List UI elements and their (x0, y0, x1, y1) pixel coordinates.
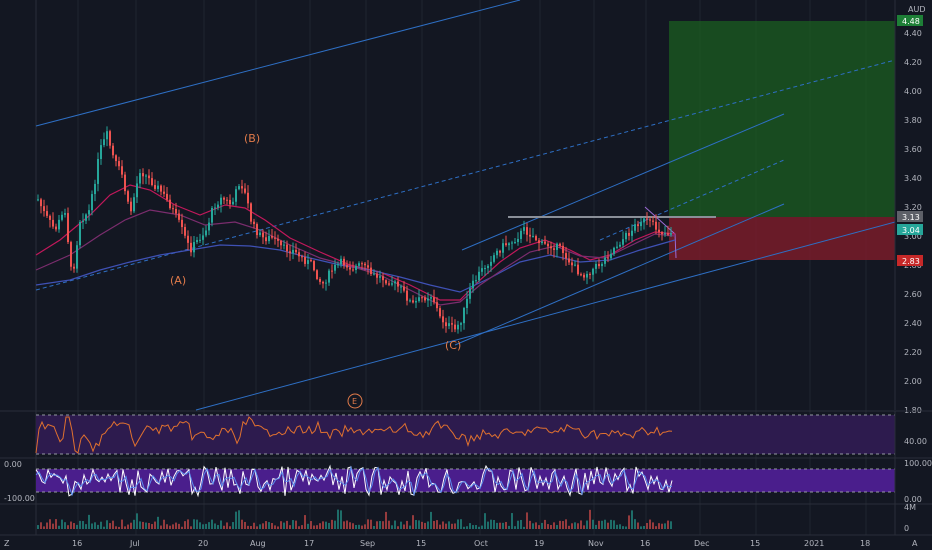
price-tick: 2.20 (904, 348, 922, 357)
current-price-badge-text: 3.04 (902, 226, 920, 235)
time-tick: Oct (474, 539, 488, 548)
time-tick: Jul (129, 539, 140, 548)
zoom-button[interactable]: Z (4, 539, 10, 548)
price-tick: 3.80 (904, 116, 922, 125)
rising-channel-top (461, 113, 785, 251)
price-tick: 3.60 (904, 145, 922, 154)
stoch-k-line (35, 464, 673, 498)
rising-channel-mid (599, 159, 785, 241)
target-badge-text: 4.48 (902, 17, 920, 26)
price-tick: 4.40 (904, 29, 922, 38)
time-axis[interactable]: 16 Jul 20 Aug 17 Sep 15 Oct 19 Nov 16 Dec 15 2021 18 (0, 534, 932, 548)
rising-channel-bottom (454, 203, 785, 346)
time-tick: Aug (250, 539, 266, 548)
candlestick-series (37, 126, 672, 334)
target-badge (897, 15, 923, 26)
time-tick: Sep (360, 539, 375, 548)
rsi-tick: 40.00 (904, 437, 927, 446)
time-tick: 19 (534, 539, 544, 548)
current-price-badge (897, 224, 923, 235)
event-marker-label: E (352, 397, 357, 406)
stop-badge (897, 255, 923, 266)
event-marker[interactable] (347, 393, 363, 409)
wave-label-c: (C) (445, 339, 461, 352)
price-tick: 3.00 (904, 232, 922, 241)
time-tick: Nov (588, 539, 604, 548)
stoch-right-bottom-tick: 0.00 (904, 495, 922, 504)
stop-badge-text: 2.83 (902, 257, 920, 266)
price-tick: 2.60 (904, 290, 922, 299)
price-tick: 3.20 (904, 203, 922, 212)
volume-tick-zero: 0 (904, 524, 909, 533)
time-tick: 18 (860, 539, 870, 548)
stoch-left-top-tick: 0.00 (4, 460, 22, 469)
time-tick: 17 (304, 539, 314, 548)
price-tick: 4.20 (904, 58, 922, 67)
price-tick: 4.00 (904, 87, 922, 96)
time-tick: 15 (416, 539, 426, 548)
resistance-badge-text: 3.13 (902, 213, 920, 222)
target-zone[interactable] (669, 21, 895, 217)
volume-panel[interactable]: 4M 0 (0, 503, 932, 535)
stoch-left-bottom-tick: -100.00 (4, 494, 35, 503)
auto-scale-button[interactable]: A (912, 539, 918, 548)
time-tick: 15 (750, 539, 760, 548)
stoch-panel[interactable]: 0.00 -100.00 100.00 0.00 (0, 457, 932, 504)
rsi-panel[interactable]: 40.00 (0, 410, 932, 458)
time-tick: 16 (640, 539, 650, 548)
currency-label: AUD (908, 5, 926, 14)
time-tick: 20 (198, 539, 208, 548)
upper-channel-line (35, 0, 521, 127)
time-tick: 2021 (804, 539, 824, 548)
price-tick: 2.40 (904, 319, 922, 328)
lower-channel-line (195, 221, 896, 411)
time-tick: 16 (72, 539, 82, 548)
price-tick: 3.40 (904, 174, 922, 183)
time-tick: Dec (694, 539, 709, 548)
wave-label-b: (B) (244, 132, 260, 145)
stoch-d-line (35, 465, 672, 497)
rsi-line (35, 416, 673, 454)
price-tick: 2.00 (904, 377, 922, 386)
stoch-right-top-tick: 100.00 (904, 459, 932, 468)
wave-label-a: (A) (170, 274, 186, 287)
volume-tick-top: 4M (904, 503, 916, 512)
price-axis[interactable]: AUD 4.404.204.003.803.603.403.203.002.80… (894, 0, 926, 415)
resistance-badge (897, 211, 923, 222)
